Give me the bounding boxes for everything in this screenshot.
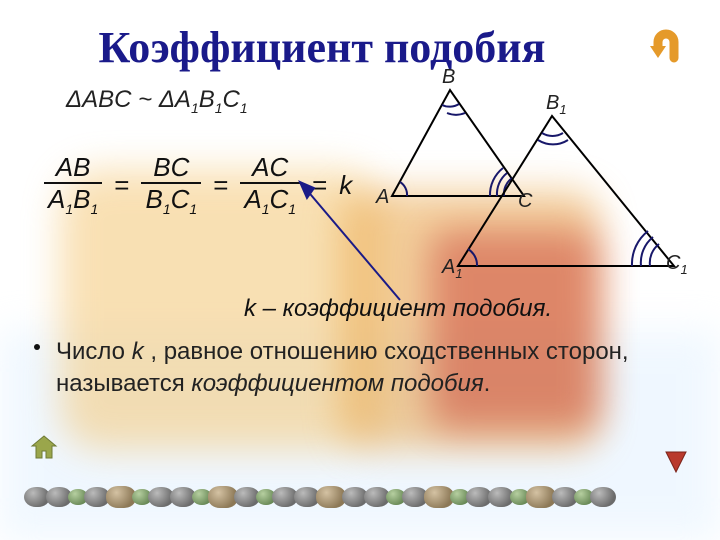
label-b1: B1 <box>546 92 567 117</box>
next-button[interactable] <box>662 448 690 476</box>
label-a: A <box>376 186 389 209</box>
frac1-num: AB <box>52 154 95 180</box>
ratio-formula: AB A1B1 = BC B1C1 = AC A1C1 = k <box>44 154 352 216</box>
page-title: Коэффициент подобия <box>42 22 602 73</box>
formula-k: k <box>339 170 352 201</box>
label-b: B <box>442 66 455 89</box>
label-c1: C1 <box>666 252 688 277</box>
back-button[interactable] <box>644 28 686 70</box>
stone-divider <box>24 486 696 510</box>
frac2-num: BC <box>149 154 193 180</box>
k-caption: k – коэффициент подобия. <box>244 295 552 323</box>
triangle-small <box>392 90 524 196</box>
definition-bullet: Число k , равное отношению сходственных … <box>34 336 674 401</box>
frac3-num: AC <box>248 154 292 180</box>
triangle-large <box>458 116 674 266</box>
similarity-statement: ΔABC ~ ΔA1B1C1 <box>66 86 248 116</box>
home-button[interactable] <box>30 434 58 462</box>
label-a1: A1 <box>442 256 463 281</box>
label-c: C <box>518 190 532 213</box>
